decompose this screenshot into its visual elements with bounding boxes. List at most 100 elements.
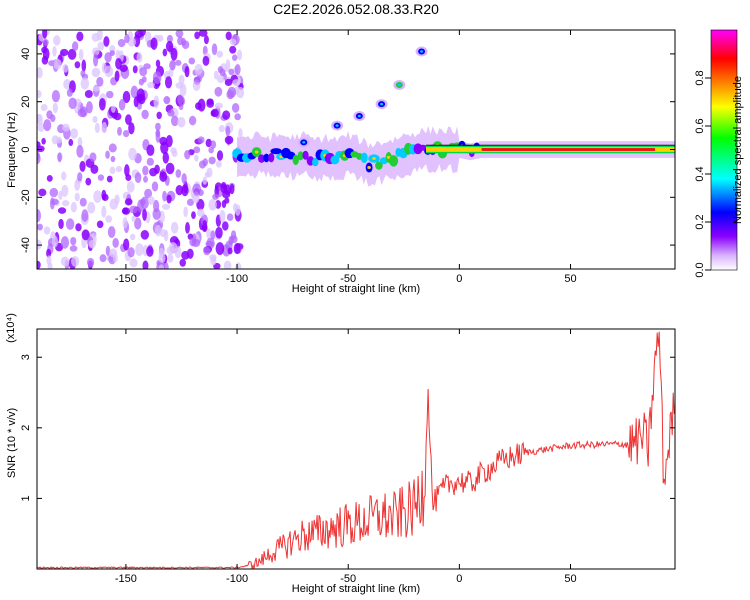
heatmap-y-tick-label: 20 — [20, 96, 32, 108]
noise-blob — [163, 96, 171, 105]
noise-blob — [77, 136, 83, 148]
noise-blob — [232, 203, 238, 212]
noise-blob — [86, 257, 95, 268]
noise-blob — [110, 155, 116, 163]
heatmap-x-ticks: -150 -100 -50 0 50 — [115, 30, 577, 285]
noise-blob — [80, 77, 90, 90]
noise-blob — [49, 114, 56, 122]
colorbar-label: Normalized spectral amplitude — [732, 76, 744, 224]
noise-blob — [133, 96, 139, 108]
noise-blob — [124, 198, 133, 206]
noise-blob — [77, 108, 87, 118]
noise-blob — [42, 30, 48, 39]
noise-blob — [67, 48, 77, 60]
noise-blob — [234, 113, 241, 121]
noise-blob — [225, 31, 232, 41]
noise-blob — [229, 45, 237, 54]
noise-blob — [183, 206, 188, 218]
noise-blob — [78, 48, 84, 61]
noise-blob — [127, 37, 137, 47]
noise-blob — [178, 74, 185, 85]
noise-blob — [37, 223, 43, 231]
noise-blob — [238, 128, 243, 139]
noise-blob — [37, 152, 41, 165]
noise-blob — [41, 55, 49, 65]
noise-blob — [170, 47, 178, 61]
noise-blob — [70, 236, 77, 246]
heatmap-noise-region — [37, 30, 245, 269]
noise-blob — [142, 165, 149, 176]
noise-blob — [213, 70, 219, 80]
noise-blob — [68, 138, 74, 147]
ridge-blob — [312, 157, 319, 167]
noise-blob — [220, 183, 228, 194]
noise-blob — [129, 205, 138, 214]
noise-blob — [224, 78, 233, 87]
colorbar-tick-label: 0.4 — [694, 166, 706, 181]
noise-blob — [105, 215, 113, 223]
noise-blob — [196, 208, 205, 217]
heatmap-x-tick-label: 0 — [456, 273, 462, 285]
heatmap-main-ridge — [232, 125, 675, 187]
noise-blob — [139, 198, 146, 205]
noise-blob — [97, 174, 105, 181]
noise-blob — [197, 136, 205, 144]
noise-blob — [229, 38, 237, 46]
ridge-hotspot — [279, 155, 283, 159]
noise-blob — [92, 115, 98, 124]
heatmap-y-axis-label: Frequency (Hz) — [6, 112, 18, 188]
snr-x-tick-label: 50 — [564, 573, 576, 585]
noise-blob — [141, 76, 147, 83]
heatmap-x-axis-label: Height of straight line (km) — [292, 283, 420, 295]
snr-plot-area — [37, 329, 675, 569]
noise-blob — [79, 160, 86, 172]
noise-blob — [203, 35, 209, 45]
noise-blob — [204, 171, 210, 178]
heatmap-y-ticks: -40 -20 0 20 40 — [20, 48, 675, 253]
noise-blob — [105, 150, 110, 159]
noise-blob — [104, 65, 114, 78]
noise-blob — [211, 108, 219, 118]
noise-blob — [92, 47, 100, 56]
secondary-core — [302, 141, 306, 144]
noise-blob — [76, 145, 84, 158]
noise-blob — [101, 205, 107, 218]
noise-blob — [203, 246, 211, 256]
snr-y-axis-label: SNR (10 * v/v) — [6, 408, 18, 478]
ridge-blob — [302, 150, 309, 160]
noise-blob — [49, 187, 59, 198]
noise-blob — [62, 123, 70, 132]
noise-blob — [163, 262, 169, 269]
colorbar-tick-label: 0.0 — [694, 262, 706, 277]
noise-blob — [169, 60, 176, 71]
noise-blob — [130, 85, 139, 99]
snr-x-ticks: -150 -100 -50 0 50 — [115, 329, 577, 585]
noise-blob — [69, 245, 78, 252]
noise-blob — [191, 211, 196, 219]
noise-blob — [194, 31, 201, 40]
noise-blob — [205, 138, 212, 148]
noise-blob — [119, 64, 128, 73]
heatmap-y-tick-label: -20 — [20, 189, 32, 205]
ridge-hotspot — [372, 157, 376, 161]
noise-blob — [110, 105, 116, 113]
noise-blob — [122, 130, 130, 138]
noise-blob — [37, 67, 43, 79]
ridge-blob — [292, 154, 299, 166]
noise-blob — [231, 54, 238, 61]
noise-blob — [71, 255, 80, 267]
snr-y-tick-label: 3 — [20, 354, 32, 360]
noise-blob — [202, 219, 208, 232]
noise-blob — [225, 125, 231, 137]
noise-blob — [81, 59, 87, 72]
noise-blob — [214, 102, 224, 109]
noise-blob — [188, 57, 196, 65]
noise-blob — [177, 94, 184, 105]
noise-blob — [226, 213, 234, 221]
noise-blob — [107, 226, 116, 238]
noise-blob — [55, 136, 63, 144]
noise-blob — [99, 254, 107, 263]
noise-blob — [51, 89, 61, 103]
secondary-core — [420, 50, 424, 53]
noise-blob — [227, 247, 233, 255]
